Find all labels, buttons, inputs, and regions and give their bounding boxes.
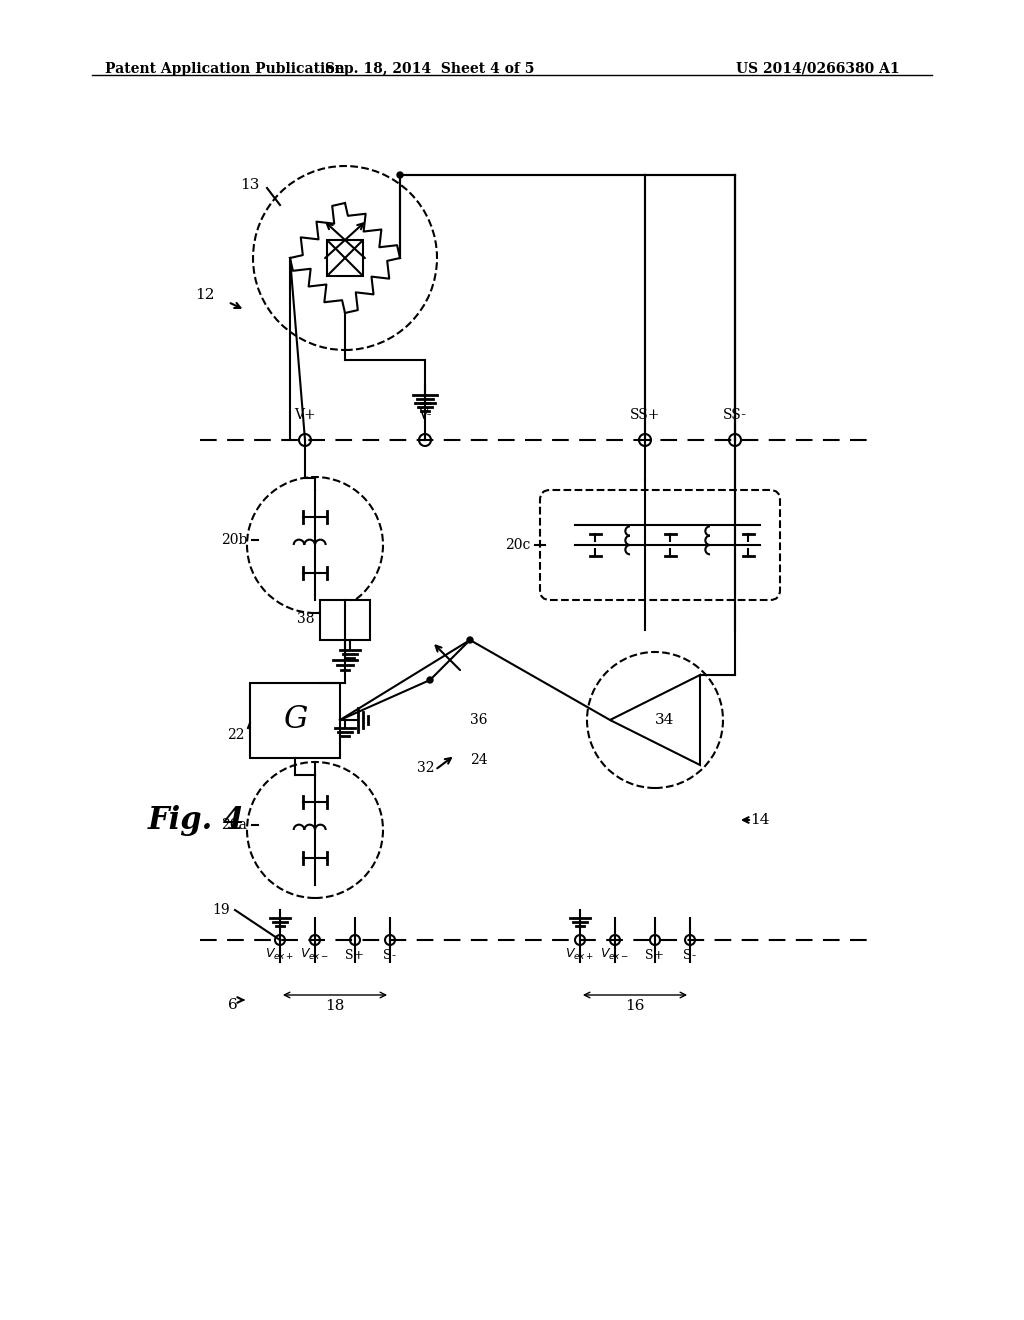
Text: 14: 14 [750, 813, 769, 828]
Text: 20a: 20a [221, 818, 247, 832]
Text: $V_{ex-}$: $V_{ex-}$ [600, 946, 630, 962]
Text: 24: 24 [470, 752, 487, 767]
Circle shape [610, 935, 620, 945]
Circle shape [385, 935, 395, 945]
Text: 22: 22 [227, 729, 245, 742]
Text: Sep. 18, 2014  Sheet 4 of 5: Sep. 18, 2014 Sheet 4 of 5 [326, 62, 535, 77]
Circle shape [575, 935, 585, 945]
Text: V+: V+ [294, 408, 315, 422]
Text: $V_{ex+}$: $V_{ex+}$ [265, 946, 295, 962]
Circle shape [275, 935, 285, 945]
Text: Fig. 4: Fig. 4 [148, 804, 245, 836]
Text: US 2014/0266380 A1: US 2014/0266380 A1 [736, 62, 900, 77]
Text: 16: 16 [626, 999, 645, 1012]
Text: 34: 34 [655, 713, 675, 727]
Circle shape [299, 434, 311, 446]
Text: S-: S- [383, 949, 396, 962]
Bar [250, 682, 340, 758]
Text: 20b: 20b [220, 533, 247, 546]
Text: G: G [283, 705, 307, 735]
Text: V-: V- [418, 408, 432, 422]
Text: $V_{ex+}$: $V_{ex+}$ [565, 946, 595, 962]
Circle shape [350, 935, 360, 945]
Text: Patent Application Publication: Patent Application Publication [105, 62, 345, 77]
Text: 18: 18 [326, 999, 345, 1012]
Text: 38: 38 [298, 612, 315, 626]
Text: SS-: SS- [723, 408, 746, 422]
Circle shape [397, 172, 403, 178]
Bar [327, 240, 362, 276]
Text: 19: 19 [212, 903, 230, 917]
Text: S+: S+ [345, 949, 365, 962]
Text: 12: 12 [196, 288, 215, 302]
Text: 32: 32 [418, 762, 435, 775]
Text: SS+: SS+ [630, 408, 660, 422]
Text: 13: 13 [241, 178, 260, 191]
Text: 20c: 20c [505, 539, 530, 552]
Text: S+: S+ [645, 949, 665, 962]
Text: 36: 36 [470, 713, 487, 727]
Text: 6: 6 [228, 998, 238, 1012]
Circle shape [650, 935, 660, 945]
Circle shape [729, 434, 741, 446]
Text: $V_{ex-}$: $V_{ex-}$ [300, 946, 330, 962]
Circle shape [685, 935, 695, 945]
Circle shape [427, 677, 433, 682]
Circle shape [467, 638, 473, 643]
Text: S-: S- [683, 949, 696, 962]
Circle shape [419, 434, 431, 446]
Circle shape [310, 935, 319, 945]
Circle shape [639, 434, 651, 446]
Bar [319, 601, 370, 640]
